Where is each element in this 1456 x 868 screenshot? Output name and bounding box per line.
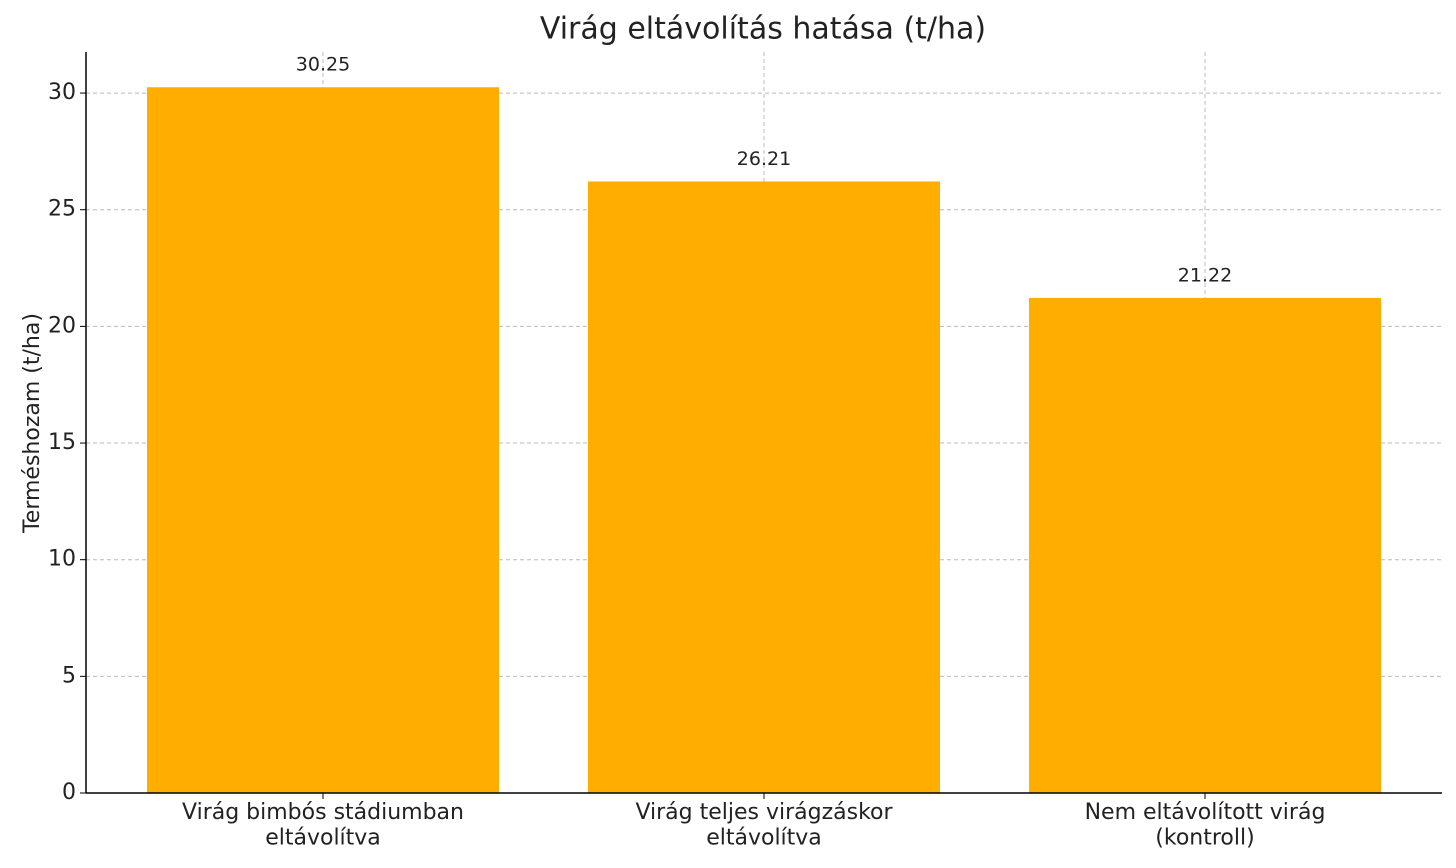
data-label: 26.21 <box>737 148 791 170</box>
data-label: 21.22 <box>1178 264 1232 286</box>
x-tick-label: Virág teljes virágzáskor eltávolítva <box>635 800 893 850</box>
y-tick-label: 10 <box>48 547 76 572</box>
bar <box>147 87 499 793</box>
data-label: 30.25 <box>296 54 350 76</box>
bar <box>588 181 940 794</box>
y-tick-label: 15 <box>48 430 76 455</box>
y-axis-label: Terméshozam (t/ha) <box>20 313 45 534</box>
x-tick-label: Nem eltávolított virág (kontroll) <box>1085 800 1326 850</box>
y-tick-label: 25 <box>48 197 76 222</box>
y-tick-label: 20 <box>48 313 76 338</box>
bar <box>1029 297 1381 793</box>
y-tick-label: 0 <box>62 780 76 805</box>
x-tick-label: Virág bimbós stádiumban eltávolítva <box>182 800 464 850</box>
chart-title: Virág eltávolítás hatása (t/ha) <box>540 12 986 47</box>
y-tick-label: 5 <box>62 663 76 688</box>
y-tick-label: 30 <box>48 80 76 105</box>
